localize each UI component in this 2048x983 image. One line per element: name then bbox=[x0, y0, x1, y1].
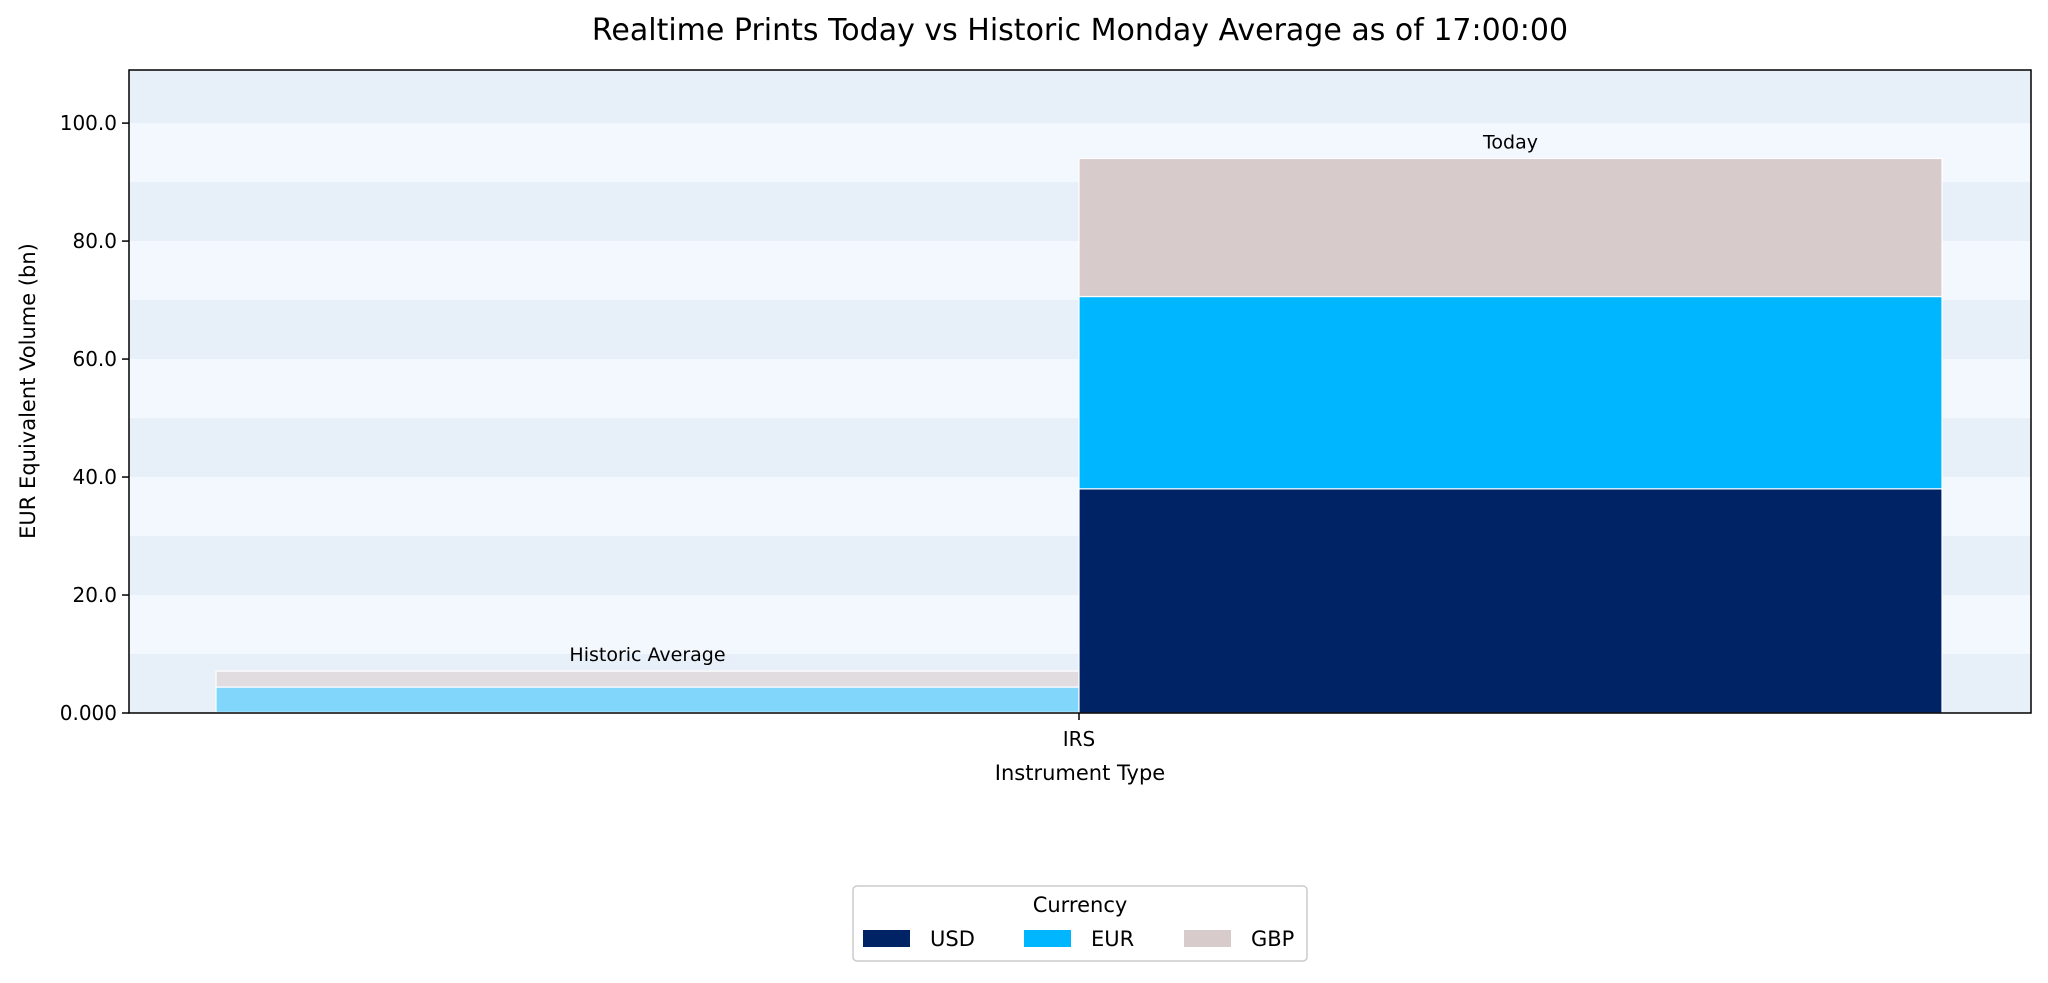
legend-label-gbp: GBP bbox=[1251, 927, 1294, 951]
x-axis-label: Instrument Type bbox=[995, 761, 1165, 785]
legend-entries: USD EUR GBP bbox=[863, 927, 1294, 951]
y-axis-label: EUR Equivalent Volume (bn) bbox=[16, 243, 40, 539]
bar-segment-gbp bbox=[1078, 157, 1943, 298]
x-tick-label: IRS bbox=[1063, 727, 1096, 751]
plot-frame bbox=[128, 69, 2032, 714]
legend-label-usd: USD bbox=[930, 927, 975, 951]
bars bbox=[215, 157, 1943, 714]
chart-title: Realtime Prints Today vs Historic Monday… bbox=[592, 13, 1568, 48]
bar-group-label: Today bbox=[1482, 131, 1538, 153]
bar-labels: Historic Average Today bbox=[569, 131, 1538, 666]
bar-segment-eur bbox=[1078, 295, 1943, 490]
bar-segment-eur bbox=[215, 686, 1080, 714]
bar-segment-gbp bbox=[215, 670, 1080, 688]
y-tick-label: 100.0 bbox=[60, 111, 117, 135]
y-axis: 0.000 20.0 40.0 60.0 80.0 100.0 bbox=[60, 111, 129, 725]
bar-group-label: Historic Average bbox=[569, 644, 725, 666]
y-tick-label: 40.0 bbox=[72, 465, 117, 489]
bar-segment-usd bbox=[1078, 488, 1943, 714]
legend-title: Currency bbox=[1033, 893, 1128, 917]
y-tick-label: 20.0 bbox=[72, 583, 117, 607]
x-axis: IRS bbox=[1063, 713, 1096, 751]
legend-swatch-usd bbox=[863, 930, 910, 947]
legend-label-eur: EUR bbox=[1091, 927, 1134, 951]
legend: Currency USD EUR GBP bbox=[852, 885, 1308, 962]
legend-swatch-eur bbox=[1024, 930, 1071, 947]
y-tick-label: 80.0 bbox=[72, 229, 117, 253]
y-tick-label: 60.0 bbox=[72, 347, 117, 371]
grid-band bbox=[129, 70, 2031, 124]
legend-swatch-gbp bbox=[1184, 930, 1231, 947]
y-tick-label: 0.000 bbox=[60, 701, 117, 725]
